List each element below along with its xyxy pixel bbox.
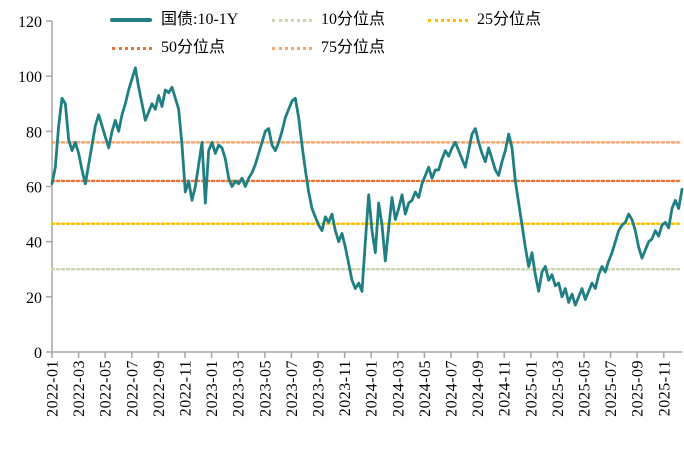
legend-item-main-series: 国债:10-1Y <box>110 9 238 31</box>
x-tick-label: 2023-11 <box>337 360 354 416</box>
legend-item-p25: 25分位点 <box>428 9 541 31</box>
x-tick-label: 2022-11 <box>178 360 195 416</box>
x-tick-label: 2022-05 <box>98 360 115 417</box>
legend-swatch-p25 <box>428 18 468 22</box>
x-tick-label: 2025-07 <box>603 360 620 417</box>
legend-swatch-p50 <box>112 46 152 50</box>
x-tick-label: 2025-09 <box>630 360 647 417</box>
y-tick-label: 20 <box>26 290 42 307</box>
x-tick-label: 2022-01 <box>45 360 62 417</box>
x-tick-label: 2024-11 <box>497 360 514 416</box>
bond-spread-line <box>50 66 684 307</box>
y-tick-label: 0 <box>34 345 42 362</box>
x-tick-label: 2025-01 <box>523 360 540 417</box>
legend-swatch-p75 <box>272 46 312 50</box>
x-tick-label: 2025-03 <box>550 360 567 417</box>
x-tick-label: 2024-07 <box>444 360 461 417</box>
y-tick-label: 60 <box>26 180 42 197</box>
x-tick-label: 2024-09 <box>470 360 487 417</box>
legend-label-main-series: 国债:10-1Y <box>161 11 239 28</box>
legend-item-p75: 75分位点 <box>272 37 385 59</box>
x-tick-label: 2024-03 <box>390 360 407 417</box>
legend-swatch-main-series <box>110 18 152 22</box>
legend-item-p50: 50分位点 <box>112 37 225 59</box>
y-tick-label: 120 <box>18 14 42 31</box>
y-tick-label: 40 <box>26 235 42 252</box>
x-tick-label: 2024-01 <box>364 360 381 417</box>
legend-label-p10: 10分位点 <box>321 11 386 28</box>
x-tick-label: 2022-09 <box>151 360 168 417</box>
x-tick-label: 2023-07 <box>284 360 301 417</box>
x-tick-label: 2022-07 <box>124 360 141 417</box>
y-tick-label: 100 <box>18 69 42 86</box>
x-tick-label: 2025-11 <box>656 360 673 416</box>
legend-label-p25: 25分位点 <box>477 11 542 28</box>
legend-swatch-p10 <box>272 18 312 22</box>
legend-label-p50: 50分位点 <box>161 39 226 56</box>
x-tick-label: 2023-01 <box>204 360 221 417</box>
x-tick-label: 2025-05 <box>577 360 594 417</box>
x-tick-label: 2023-05 <box>257 360 274 417</box>
x-tick-label: 2022-03 <box>71 360 88 417</box>
x-tick-label: 2024-05 <box>417 360 434 417</box>
x-tick-label: 2023-09 <box>311 360 328 417</box>
x-tick-label: 2023-03 <box>231 360 248 417</box>
y-tick-label: 80 <box>26 124 42 141</box>
legend-label-p75: 75分位点 <box>321 39 386 56</box>
legend-item-p10: 10分位点 <box>272 9 385 31</box>
